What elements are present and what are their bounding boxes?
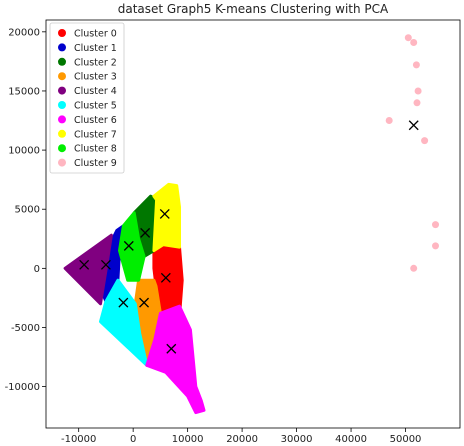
cluster-9-point [413,99,421,107]
centroid-marker [118,297,129,308]
legend-label-cluster-7: Cluster 7 [74,129,117,140]
legend-label-cluster-3: Cluster 3 [74,72,117,83]
legend-label-cluster-9: Cluster 9 [74,158,117,169]
legend-label-cluster-8: Cluster 8 [74,144,117,155]
y-tick-label: 15000 [8,86,40,97]
y-tick-label: 5000 [15,205,40,216]
cluster-9-point [432,242,439,250]
legend-marker-cluster-8 [58,144,66,153]
centroid-marker [139,297,150,308]
legend-marker-cluster-4 [58,86,66,95]
legend-marker-cluster-1 [58,43,66,52]
legend-box [49,22,125,174]
y-tick-label: 10000 [8,146,40,157]
cluster-9-point [410,264,418,272]
cluster-9-point [410,39,418,46]
centroid-marker [166,343,177,354]
legend-label-cluster-1: Cluster 1 [74,43,117,54]
cluster-9-point [385,117,393,124]
legend-marker-cluster-0 [58,29,66,37]
legend-marker-cluster-5 [58,101,66,109]
centroid-marker [79,259,90,270]
cluster-7-points [152,182,181,253]
cluster-8-points [118,211,146,282]
cluster-regions [63,182,206,415]
legend-marker-cluster-9 [58,158,66,167]
centroid-marker [159,208,170,219]
x-tick-label: 50000 [390,434,422,445]
cluster-9-point [414,87,422,95]
scatter-points [385,34,439,272]
legend-label-cluster-4: Cluster 4 [74,86,117,97]
legend-marker-cluster-3 [58,72,66,81]
y-tick-label: 0 [34,264,40,275]
cluster-9-point [432,221,439,229]
x-tick-label: 10000 [172,434,204,445]
centroid-marker [100,259,111,270]
cluster-6-points [145,304,206,415]
y-axis: -10000 -5000 0 5000 10000 15000 20000 [5,27,46,393]
x-tick-label: -10000 [61,434,96,445]
x-tick-label: 30000 [281,434,313,445]
cluster-9-point [421,137,429,145]
centroid-marker [408,120,419,131]
plot-area-frame [45,19,461,429]
legend-label-cluster-2: Cluster 2 [74,57,117,68]
chart-title: dataset Graph5 K-means Clustering with P… [118,2,389,16]
legend-label-cluster-6: Cluster 6 [74,115,117,126]
centroid-markers [79,120,419,354]
legend-label-cluster-5: Cluster 5 [74,101,117,112]
legend-marker-cluster-7 [58,129,66,138]
centroid-marker [140,227,151,238]
cluster-9-point [404,34,412,42]
x-tick-label: 0 [130,434,136,445]
cluster-5-points [99,278,149,367]
legend-marker-cluster-2 [58,57,66,66]
x-tick-label: 20000 [226,434,258,445]
legend-label-cluster-0: Cluster 0 [74,29,117,40]
y-tick-label: -5000 [11,323,40,334]
cluster-9-point [412,61,420,69]
x-tick-label: 40000 [335,434,367,445]
y-tick-label: 20000 [8,27,40,38]
legend: Cluster 0 Cluster 1 Cluster 2 Cluster 3 Clus… [49,22,125,174]
y-tick-label: -10000 [5,382,40,393]
centroid-marker [123,240,134,251]
centroid-marker [160,272,171,283]
legend-marker-cluster-6 [58,115,66,124]
x-axis: -10000 0 10000 20000 30000 40000 50000 [61,428,421,445]
